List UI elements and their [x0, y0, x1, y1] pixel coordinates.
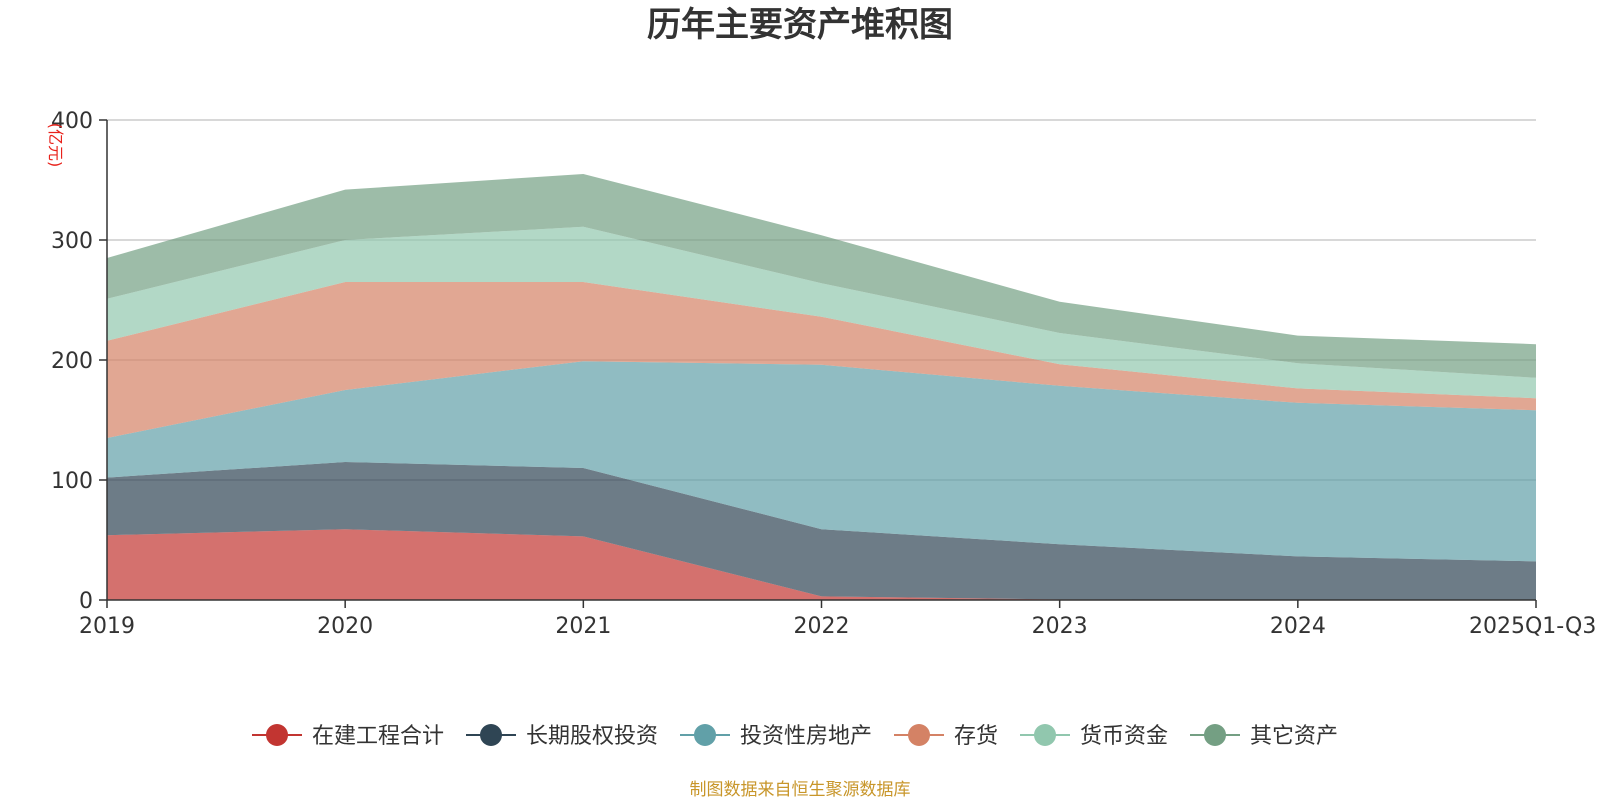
legend-label: 存货: [954, 724, 998, 749]
y-axis-unit-label: (亿元): [46, 123, 65, 168]
legend-label: 投资性房地产: [740, 724, 872, 749]
chart-title: 历年主要资产堆积图: [647, 5, 953, 45]
area-series-6: [107, 174, 1536, 378]
legend-marker-icon: [694, 724, 716, 746]
legend-item-6[interactable]: 其它资产: [1190, 724, 1338, 749]
y-tick-label: 0: [79, 589, 93, 614]
x-tick-label: 2019: [79, 614, 135, 639]
legend-marker-icon: [908, 724, 930, 746]
legend-label: 在建工程合计: [312, 724, 444, 749]
x-tick-label: 2023: [1032, 614, 1088, 639]
area-series-4: [107, 282, 1536, 438]
y-tick-label: 300: [51, 229, 93, 254]
x-tick-label: 2024: [1270, 614, 1326, 639]
x-tick-label: 2025Q1-Q3: [1469, 614, 1596, 639]
legend-marker-icon: [1204, 724, 1226, 746]
y-tick-label: 400: [51, 109, 93, 134]
area-series-5: [107, 226, 1536, 399]
area-series-1: [107, 529, 1536, 600]
area-layer: [107, 174, 1536, 600]
y-tick-label: 200: [51, 349, 93, 374]
source-note: 制图数据来自恒生聚源数据库: [690, 780, 911, 800]
legend-label: 货币资金: [1080, 724, 1168, 749]
x-tick-label: 2021: [555, 614, 611, 639]
axis-layer: 0 100 200 300 400 2019 2020 2021 2022 2023 2024 202…: [51, 109, 1596, 639]
legend-item-5[interactable]: 货币资金: [1020, 724, 1168, 749]
legend-item-2[interactable]: 长期股权投资: [466, 724, 658, 749]
legend-marker-icon: [1034, 724, 1056, 746]
legend-item-3[interactable]: 投资性房地产: [680, 724, 872, 749]
legend-marker-icon: [480, 724, 502, 746]
legend: 在建工程合计 长期股权投资 投资性房地产 存货 货币资金 其它资产: [252, 724, 1338, 749]
area-series-3: [107, 361, 1536, 562]
x-tick-label: 2022: [794, 614, 850, 639]
legend-item-4[interactable]: 存货: [894, 724, 998, 749]
legend-item-1[interactable]: 在建工程合计: [252, 724, 444, 749]
legend-marker-icon: [266, 724, 288, 746]
legend-label: 长期股权投资: [526, 724, 658, 749]
y-tick-label: 100: [51, 469, 93, 494]
area-series-2: [107, 462, 1536, 600]
x-tick-label: 2020: [317, 614, 373, 639]
legend-label: 其它资产: [1250, 724, 1338, 749]
